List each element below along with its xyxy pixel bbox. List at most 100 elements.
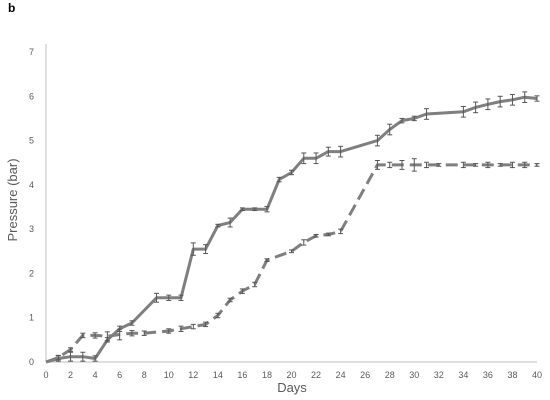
y-tick-label: 0 (29, 357, 34, 367)
x-axis-title: Days (277, 380, 307, 395)
error-bar (166, 294, 172, 301)
error-bar (203, 321, 209, 328)
error-bar (411, 158, 417, 172)
y-tick-label: 5 (29, 136, 34, 146)
error-bar (473, 101, 479, 114)
error-bar (178, 325, 184, 332)
x-tick-label: 4 (93, 370, 98, 380)
x-tick-label: 26 (360, 370, 370, 380)
x-tick-label: 32 (434, 370, 444, 380)
x-tick-label: 38 (507, 370, 517, 380)
error-bar (129, 320, 135, 326)
error-bar (399, 117, 405, 124)
x-tick-label: 24 (336, 370, 346, 380)
error-bar (424, 161, 430, 169)
error-bar (239, 288, 245, 294)
error-bar (313, 152, 319, 165)
error-bar (509, 94, 515, 106)
x-tick-label: 12 (188, 370, 198, 380)
error-bar (289, 249, 294, 254)
x-tick-label: 2 (68, 370, 73, 380)
error-bar (522, 91, 528, 103)
error-bar (92, 355, 98, 362)
error-bar (227, 297, 233, 303)
error-bar (80, 332, 86, 339)
error-bar (313, 233, 319, 238)
error-bar (252, 281, 258, 288)
error-bar (374, 160, 380, 170)
series-solid (45, 91, 540, 364)
y-tick-label: 3 (29, 224, 34, 234)
error-bar (264, 206, 270, 213)
error-bar (289, 169, 294, 176)
axes: 0 2 4 6 8 10 12 14 16 18 20 22 24 26 28 30 32 34 36 38 40012… (29, 44, 542, 380)
x-tick-label: 34 (458, 370, 468, 380)
error-bar (153, 292, 159, 303)
panel-label: b (8, 1, 16, 15)
x-tick-label: 0 (43, 370, 48, 380)
error-bar (252, 207, 258, 212)
error-bar (460, 161, 466, 169)
error-bar (325, 232, 331, 237)
error-bar (473, 163, 479, 167)
x-tick-label: 16 (237, 370, 247, 380)
error-bar (190, 323, 196, 330)
error-bar (522, 161, 528, 169)
x-tick-label: 22 (311, 370, 321, 380)
error-bar (104, 331, 110, 342)
error-bar (374, 134, 380, 147)
error-bar (534, 95, 540, 102)
x-tick-label: 10 (164, 370, 174, 380)
x-tick-label: 8 (142, 370, 147, 380)
x-tick-label: 40 (532, 370, 542, 380)
x-tick-label: 36 (483, 370, 493, 380)
error-bar (399, 160, 405, 170)
error-bar (129, 330, 135, 337)
series-layer (45, 91, 540, 364)
y-tick-label: 1 (29, 313, 34, 323)
x-tick-label: 14 (213, 370, 223, 380)
error-bar (301, 239, 307, 246)
error-bar (203, 244, 209, 254)
error-bar (141, 330, 147, 336)
error-bar (178, 294, 184, 301)
y-tick-label: 2 (29, 268, 34, 278)
error-bar (325, 146, 331, 157)
error-bar (485, 161, 491, 169)
error-bar (190, 242, 196, 256)
error-bar (411, 115, 417, 122)
error-bar (239, 207, 245, 212)
error-bar (68, 347, 74, 352)
error-bar (338, 145, 344, 158)
x-tick-label: 30 (409, 370, 419, 380)
error-bar (534, 163, 540, 167)
y-tick-label: 4 (29, 180, 34, 190)
error-bar (92, 332, 98, 339)
error-bar (301, 152, 307, 165)
y-tick-label: 7 (29, 47, 34, 57)
y-axis-title: Pressure (bar) (5, 158, 20, 241)
error-bar (117, 328, 123, 341)
error-bar (497, 95, 503, 108)
error-bar (338, 228, 344, 235)
x-tick-label: 20 (286, 370, 296, 380)
error-bar (424, 108, 430, 120)
error-bar (485, 98, 491, 111)
x-tick-label: 18 (262, 370, 272, 380)
error-bar (460, 105, 466, 118)
series-dashed (45, 158, 540, 364)
series-line (45, 95, 538, 364)
error-bar (436, 163, 442, 167)
error-bar (227, 217, 233, 228)
error-bar (276, 176, 282, 183)
error-bar (387, 123, 393, 136)
y-tick-label: 6 (29, 91, 34, 101)
error-bar (387, 161, 393, 169)
x-tick-label: 6 (117, 370, 122, 380)
error-bar (264, 258, 270, 262)
error-bar (215, 312, 221, 319)
error-bar (215, 223, 221, 228)
error-bar (55, 354, 61, 361)
error-bar (80, 351, 86, 362)
